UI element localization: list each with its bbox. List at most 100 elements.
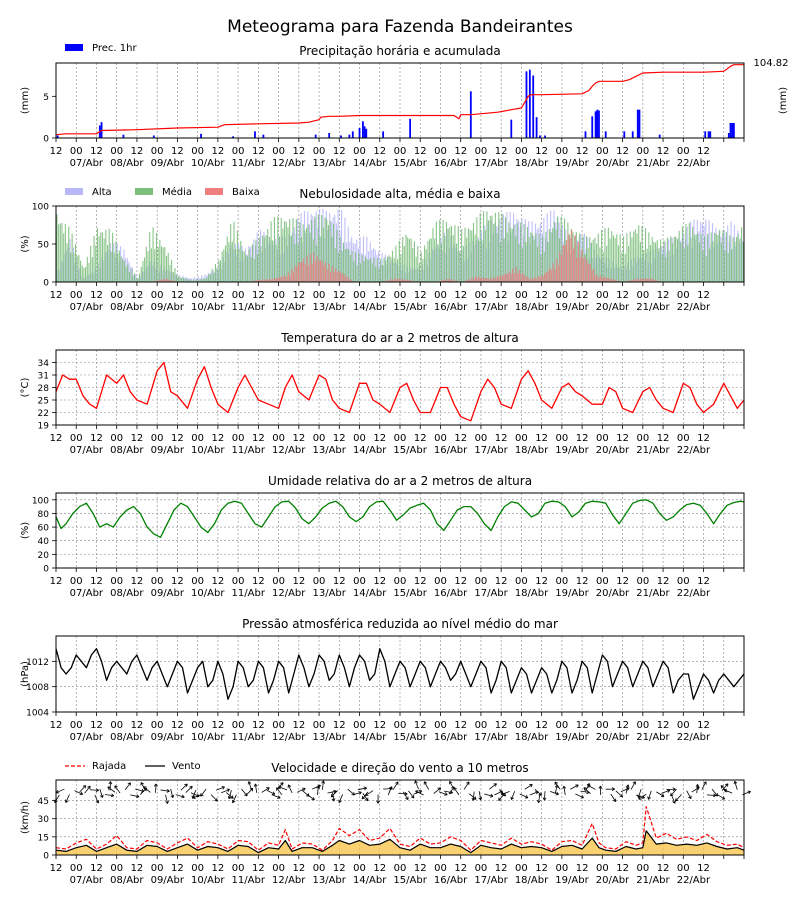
cloud-low-bar	[335, 268, 337, 282]
cloud-mid-bar	[69, 252, 71, 282]
cloud-low-bar	[618, 280, 620, 282]
wind-direction-arrow	[165, 794, 168, 804]
cloud-mid-bar	[513, 224, 515, 282]
cloud-mid-bar	[408, 239, 410, 282]
cloud-low-bar	[643, 278, 645, 282]
x-hour-label: 12	[495, 146, 508, 157]
y-tick-label: 15	[38, 833, 49, 843]
x-hour-label: 12	[292, 290, 305, 301]
gust-line	[55, 806, 745, 851]
cloud-mid-bar	[113, 252, 115, 282]
cloud-low-bar	[535, 278, 537, 282]
cloud-mid-bar	[284, 221, 286, 282]
wind-direction-arrow	[433, 787, 441, 794]
x-hour-label: 12	[333, 720, 346, 731]
cloud-mid-bar	[147, 251, 149, 282]
cloud-low-bar	[343, 273, 345, 282]
cloud-mid-bar	[88, 262, 90, 282]
x-hour-label: 00	[151, 146, 164, 157]
cloud-mid-bar	[324, 217, 326, 282]
precip-bar	[532, 75, 535, 138]
cloud-low-bar	[485, 278, 487, 282]
cloud-low-bar	[640, 278, 642, 282]
cloud-mid-bar	[128, 271, 131, 282]
x-hour-label: 00	[434, 433, 447, 444]
x-hour-label: 00	[272, 433, 285, 444]
cloud-low-bar	[259, 279, 261, 282]
cloud-mid-bar	[118, 250, 120, 282]
cloud-low-bar	[331, 265, 333, 282]
cloud-mid-bar	[545, 231, 547, 282]
wind-direction-arrow	[686, 790, 692, 799]
panel-5	[52, 765, 751, 859]
wind-direction-arrow	[413, 790, 423, 795]
wind-direction-arrow	[160, 789, 170, 792]
cloud-low-bar	[469, 279, 472, 282]
wind-direction-arrow	[56, 788, 65, 794]
x-hour-label: 12	[414, 433, 427, 444]
cloud-high-bar	[539, 223, 542, 282]
wind-arrow-head	[395, 781, 399, 785]
x-hour-label: 12	[616, 576, 629, 587]
cloud-low-bar	[567, 233, 569, 282]
cloud-mid-bar	[705, 255, 707, 282]
cloud-mid-bar	[481, 240, 483, 282]
cloud-mid-bar	[366, 259, 368, 282]
cloud-low-bar	[328, 264, 330, 282]
cloud-mid-bar	[510, 227, 512, 282]
cloud-low-bar	[321, 260, 323, 282]
cloud-low-bar	[254, 280, 256, 282]
cloud-mid-bar	[540, 254, 542, 282]
x-hour-label: 00	[353, 576, 366, 587]
x-hour-label: 00	[394, 863, 407, 874]
cloud-mid-bar	[231, 241, 233, 282]
cloud-mid-bar	[661, 254, 663, 282]
wind-direction-arrow	[615, 790, 623, 798]
cloud-mid-bar	[203, 278, 205, 282]
cloud-mid-bar	[144, 257, 146, 282]
y-tick-label: 30	[38, 815, 50, 825]
cloud-mid-bar	[208, 273, 210, 282]
wind-arrow-head	[108, 781, 113, 785]
x-hour-label: 12	[252, 720, 265, 731]
x-day-label: 15/Abr	[393, 158, 427, 169]
cloud-mid-bar	[241, 250, 243, 282]
x-day-label: 17/Abr	[474, 302, 508, 313]
cloud-mid-bar	[297, 243, 299, 282]
x-hour-label: 00	[556, 433, 569, 444]
x-day-label: 10/Abr	[191, 732, 225, 743]
wind-direction-arrow	[296, 787, 306, 793]
wind-direction-arrow	[124, 782, 131, 791]
cloud-mid-bar	[553, 222, 555, 282]
cloud-high-bar	[705, 219, 707, 282]
x-hour-label: 00	[191, 433, 204, 444]
wind-arrow-head	[221, 786, 225, 790]
x-hour-label: 12	[414, 576, 427, 587]
x-hour-label: 00	[151, 290, 164, 301]
cloud-mid-bar	[614, 237, 616, 282]
wind-direction-arrow	[387, 786, 393, 796]
x-hour-label: 00	[110, 290, 123, 301]
wind-arrow-head	[165, 800, 169, 804]
wind-arrow-head	[389, 786, 393, 790]
x-hour-label: 00	[556, 290, 569, 301]
wind-arrow-head	[489, 793, 494, 798]
precip-bar	[535, 117, 538, 138]
wind-arrow-head	[661, 793, 665, 797]
wind-direction-arrow	[478, 791, 482, 801]
cloud-mid-bar	[71, 233, 73, 282]
y-axis-label: (hPa)	[20, 661, 31, 687]
x-hour-label: 00	[475, 863, 488, 874]
cloud-low-bar	[547, 271, 549, 282]
x-hour-label: 12	[616, 146, 629, 157]
y-axis-label: (km/h)	[20, 801, 31, 834]
cloud-low-bar	[581, 249, 583, 282]
cloud-mid-bar	[275, 244, 277, 282]
cloud-mid-bar	[373, 257, 375, 282]
x-day-label: 12/Abr	[272, 875, 306, 886]
cloud-mid-bar	[364, 257, 367, 282]
x-hour-label: 12	[535, 146, 548, 157]
cloud-low-bar	[318, 260, 320, 282]
wind-arrow-head	[95, 800, 100, 804]
x-day-label: 18/Abr	[515, 732, 549, 743]
